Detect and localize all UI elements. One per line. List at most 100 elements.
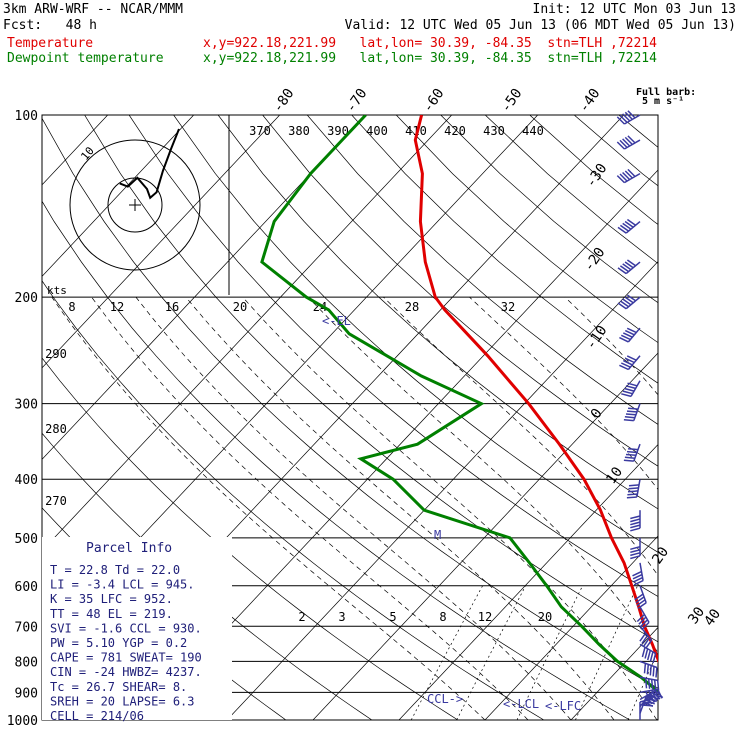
parcel-info-title: Parcel Info [86, 541, 172, 556]
wind-barb-flag [617, 226, 627, 234]
wind-barb-flag [621, 393, 632, 398]
theta-label: 430 [483, 124, 505, 138]
wind-barb-flag [624, 111, 633, 120]
wind-barb-flag [624, 387, 635, 392]
lcl-marker: <-LCL [503, 697, 539, 711]
el-marker: <-EL [322, 314, 351, 328]
isotherm [484, 535, 658, 720]
wind-barb-flag [625, 413, 636, 416]
wind-barb-flag [630, 555, 641, 560]
wind-barb-flag [628, 487, 639, 490]
wind-barb-flag [638, 616, 647, 625]
wind-barb-flag [622, 390, 633, 395]
wind-barb-flag [646, 664, 650, 675]
wind-barb [639, 643, 657, 664]
wind-barb-flag [620, 334, 631, 341]
wind-barb-flag [616, 175, 625, 184]
wind-barb-flag [624, 170, 633, 179]
pressure-label: 500 [15, 532, 38, 547]
wind-barb-flag [622, 171, 631, 181]
parcel-info-row: Tc = 26.7 SHEAR= 8. [50, 680, 187, 694]
wind-barb-flag [617, 267, 627, 275]
wind-barb-flag [639, 619, 649, 628]
wind-barb-flag [656, 680, 660, 691]
wind-barb-flag [647, 678, 651, 689]
wind-barb-flag [624, 220, 634, 228]
dry-adiabat [440, 115, 658, 304]
wind-barb-staff [639, 585, 647, 603]
theta-label: 400 [366, 124, 388, 138]
theta-e-label: 270 [45, 494, 67, 508]
wind-barb-flag [649, 693, 658, 702]
wind-barb-flag [644, 696, 653, 705]
dewpoint-location: x,y=922.18,221.99 lat,lon= 30.39, -84.35… [203, 51, 657, 66]
wind-barb [616, 135, 641, 150]
wind-barb-flag [626, 259, 637, 267]
wind-barb-flag [627, 135, 636, 144]
wind-barb-flag [644, 678, 648, 689]
theta-label: 440 [522, 124, 544, 138]
wind-barb-flag [622, 222, 632, 230]
pressure-label: 200 [15, 291, 38, 306]
mixing-ratio-label: 5 [389, 610, 396, 624]
isotherm [42, 115, 280, 369]
dry-adiabat [262, 115, 658, 467]
wind-barb-flag [643, 701, 654, 707]
moist-adiabat [564, 296, 658, 396]
theta-label: 420 [444, 124, 466, 138]
wind-barb-flag [639, 632, 647, 642]
temperature-location: x,y=922.18,221.99 lat,lon= 30.39, -84.35… [203, 36, 657, 51]
wind-barb-flag [657, 688, 663, 699]
wind-barb-flag [634, 593, 644, 601]
right-isotherm-label: 40 [701, 606, 724, 629]
wind-barb-flag [626, 450, 638, 454]
parcel-info-row: K = 35 LFC = 952. [50, 592, 173, 606]
isotherm [312, 352, 658, 720]
wind-barb-flag [625, 385, 636, 390]
isotherm [226, 260, 658, 720]
wind-barb-flag [630, 518, 641, 523]
theta-e-label: 280 [45, 422, 67, 436]
pressure-label: 100 [15, 109, 38, 124]
parcel-info-row: PW = 5.10 YGP = 0.2 [50, 636, 187, 650]
wind-barb-flag [622, 113, 631, 122]
dry-adiabat [306, 115, 658, 425]
pressure-label: 700 [15, 620, 38, 635]
hodograph-speed-label: 12 [110, 300, 124, 314]
wind-barb-flag [626, 294, 637, 302]
wind-barb [636, 606, 650, 631]
wind-barb-flag [627, 490, 638, 493]
wind-barb-flag [619, 139, 628, 149]
wind-barb-flag [623, 418, 634, 422]
moist-adiabat [307, 296, 658, 654]
wind-barb-flag [626, 218, 637, 226]
parcel-info-row: SREH = 20 LAPSE= 6.3 [50, 694, 195, 708]
dry-adiabat [128, 115, 658, 597]
wind-barb-flag [624, 456, 635, 459]
wind-barb [639, 660, 658, 678]
theta-label: 370 [249, 124, 271, 138]
pressure-label: 400 [15, 473, 38, 488]
pressure-label: 1000 [7, 714, 38, 729]
full-barb-label: Full barb: [636, 87, 696, 98]
wind-barb-flag [649, 665, 652, 676]
isotherm [42, 115, 452, 552]
top-isotherm-label: -50 [498, 86, 526, 116]
wind-barb-flag [622, 332, 633, 338]
wind-barb-flag [630, 521, 641, 526]
wind-barb-flag [633, 576, 643, 583]
mixing-ratio-line [698, 586, 740, 720]
wind-barb-flag [619, 173, 628, 182]
top-isotherm-label: -40 [576, 86, 604, 116]
wind-barb-flag [653, 679, 657, 690]
right-isotherm-label: 10 [603, 464, 626, 487]
hodograph-speed-label: 20 [233, 300, 247, 314]
ccl-marker: CCL-> [427, 692, 463, 706]
kts-label: kts [47, 284, 67, 297]
wind-barb-flag [623, 459, 634, 462]
right-isotherm-label: -30 [583, 161, 611, 191]
pressure-label: 900 [15, 686, 38, 701]
lfc-marker: <-LFC [545, 699, 581, 713]
wind-barb-flag [655, 667, 658, 678]
dry-adiabat [217, 115, 658, 510]
